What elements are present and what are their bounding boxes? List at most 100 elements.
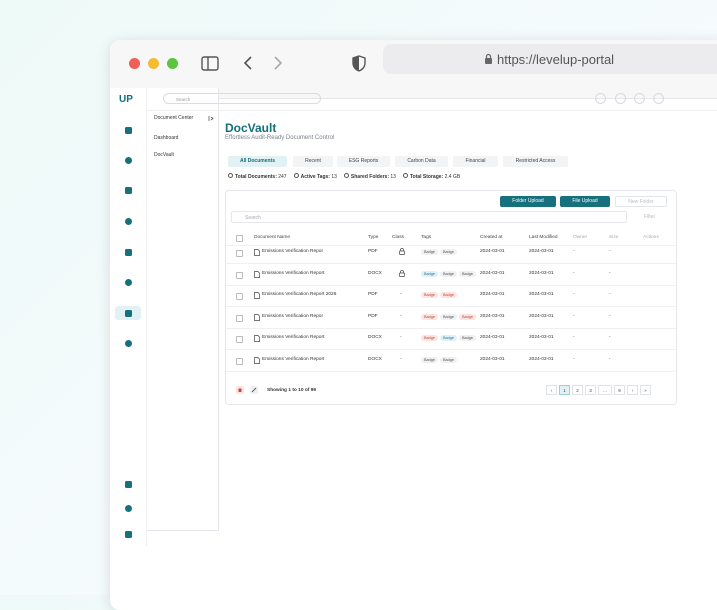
- icon-rail: UP: [110, 88, 147, 546]
- page-button[interactable]: 9: [614, 385, 625, 395]
- search-placeholder: Search: [176, 97, 191, 102]
- page-button[interactable]: 3: [585, 385, 596, 395]
- sidebar-toggle[interactable]: [201, 56, 219, 71]
- rail-icon-shape: [125, 481, 132, 488]
- document-name: Emissions Verification Report: [262, 356, 325, 362]
- owner: -: [573, 356, 575, 362]
- rail-icon[interactable]: [124, 248, 133, 257]
- tab[interactable]: Carbon Data: [395, 156, 448, 167]
- close-button[interactable]: [129, 58, 140, 69]
- filter-label: Filter: [644, 214, 656, 220]
- tag-list: Badge Badge Badge: [421, 313, 478, 320]
- table-row[interactable]: Emissions Verification Report DOCX Badge Ba…: [226, 266, 676, 286]
- page-button[interactable]: 2: [572, 385, 583, 395]
- page-button[interactable]: ...: [598, 385, 612, 395]
- page-button[interactable]: ›: [627, 385, 638, 395]
- rail-icon[interactable]: [124, 186, 133, 195]
- tab[interactable]: Financial: [453, 156, 498, 167]
- table-row[interactable]: Emissions Verification Repor PDF Badge Badg…: [226, 244, 676, 264]
- created-at: 2024-03-01: [480, 356, 505, 362]
- edit-icon[interactable]: [250, 386, 258, 394]
- document-class: -: [400, 292, 402, 297]
- rail-icon[interactable]: [124, 480, 133, 489]
- table-row[interactable]: Emissions Verification Repor PDF - Badge Bad…: [226, 309, 676, 329]
- back-button[interactable]: [242, 55, 254, 71]
- stat-value: 2.4 GB: [444, 174, 461, 180]
- tab[interactable]: Restricted Access: [503, 156, 568, 167]
- tab[interactable]: Recent: [293, 156, 333, 167]
- file-icon-shape: [254, 249, 260, 256]
- document-type: PDF: [368, 292, 378, 297]
- column-header: Document Name: [254, 235, 290, 240]
- nav-item[interactable]: DocVault: [154, 152, 174, 158]
- rail-icon[interactable]: [124, 339, 133, 348]
- created-at: 2024-03-01: [480, 249, 505, 254]
- table-row[interactable]: Emissions Verification Report DOCX - Badge B…: [226, 352, 676, 372]
- rail-icon-shape: [125, 505, 132, 512]
- tab[interactable]: All Documents: [228, 156, 287, 167]
- filter-button[interactable]: Filter: [632, 211, 660, 223]
- collapse-icon[interactable]: [208, 115, 215, 122]
- owner: -: [573, 270, 575, 276]
- rail-icon-shape: [125, 531, 132, 538]
- rail-icon[interactable]: [124, 126, 133, 135]
- created-at: 2024-03-01: [480, 292, 505, 297]
- document-name: Emissions Verification Report: [262, 335, 325, 340]
- maximize-button[interactable]: [167, 58, 178, 69]
- table-search[interactable]: Search: [231, 211, 627, 223]
- document-class: -: [400, 313, 402, 319]
- help-button[interactable]: [615, 93, 626, 104]
- minimize-button[interactable]: [148, 58, 159, 69]
- delete-icon[interactable]: [236, 386, 244, 394]
- global-search[interactable]: Search: [163, 93, 321, 104]
- tag-list: Badge Badge Badge: [421, 335, 478, 341]
- page-button[interactable]: ‹: [546, 385, 557, 395]
- rail-icon[interactable]: [124, 217, 133, 226]
- tag-badge: Badge: [421, 249, 438, 255]
- address-bar[interactable]: https://levelup-portal: [383, 44, 717, 74]
- table-row[interactable]: Emissions Verification Report DOCX - Badge B…: [226, 330, 676, 350]
- nav-item[interactable]: Document Center: [154, 115, 194, 121]
- rail-icon[interactable]: [124, 530, 133, 539]
- document-type: PDF: [368, 313, 378, 319]
- tag-badge: Badge: [439, 249, 457, 255]
- tag-badge: Badge: [421, 356, 438, 363]
- nav-item[interactable]: Dashboard: [154, 135, 179, 141]
- stat-label: Total Storage:: [409, 174, 444, 180]
- theme-toggle[interactable]: [595, 93, 606, 104]
- documents-card: Folder Upload File Upload New Folder Sea…: [225, 190, 677, 405]
- rail-icon-shape: [125, 340, 132, 347]
- stat-icon: [228, 173, 233, 178]
- row-checkbox: [236, 314, 243, 322]
- file-upload-button[interactable]: File Upload: [560, 196, 610, 207]
- created-at: 2024-03-01: [480, 335, 505, 340]
- rail-icon[interactable]: [124, 278, 133, 287]
- last-modified: 2024-03-01: [529, 292, 554, 297]
- row-checkbox: [236, 293, 243, 300]
- tag-badge: Badge: [439, 356, 457, 363]
- forward-button[interactable]: [272, 55, 284, 71]
- folder-upload-button[interactable]: Folder Upload: [500, 196, 556, 207]
- tab[interactable]: ESG Reports: [337, 156, 390, 167]
- rail-icon[interactable]: [124, 156, 133, 165]
- new-folder-button[interactable]: New Folder: [615, 196, 667, 207]
- tag-list: Badge Badge: [421, 249, 459, 255]
- column-header: Actions: [643, 235, 659, 240]
- rail-icon[interactable]: [124, 504, 133, 513]
- refresh-button[interactable]: [634, 93, 645, 104]
- rail-icon[interactable]: [124, 309, 133, 318]
- stats-bar: Total Documents: 247 Active Tags: 13 Share…: [228, 173, 467, 180]
- file-icon-shape: [254, 335, 260, 342]
- column-header: Last Modified: [529, 235, 558, 240]
- file-icon: [254, 356, 260, 364]
- stat-value: 247: [278, 174, 287, 180]
- lock-shackle: [400, 269, 404, 273]
- stat-label: Active Tags:: [300, 174, 330, 180]
- page-button[interactable]: 1: [559, 385, 570, 395]
- stat-label: Total Documents:: [235, 174, 277, 180]
- more-button[interactable]: [653, 93, 664, 104]
- shield-icon[interactable]: [352, 55, 366, 72]
- logo[interactable]: UP: [119, 94, 133, 105]
- table-row[interactable]: Emissions Verification Report 2026 PDF - Ba…: [226, 287, 676, 307]
- page-button[interactable]: »: [640, 385, 651, 395]
